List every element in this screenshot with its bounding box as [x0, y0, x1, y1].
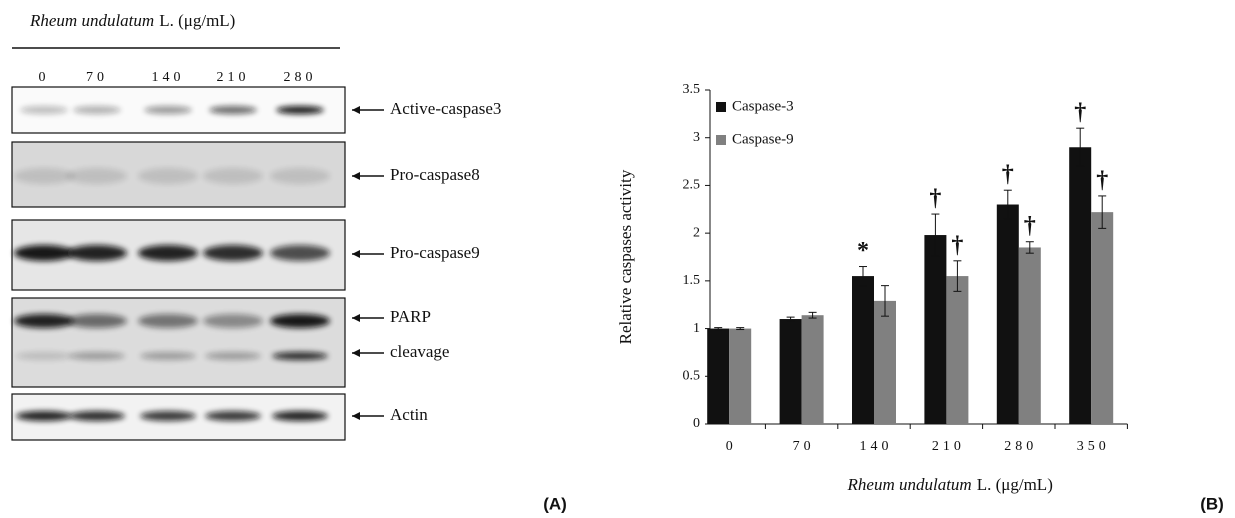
bar [707, 329, 729, 424]
lane-label: 210 [217, 70, 250, 85]
band [69, 352, 125, 360]
band [14, 314, 74, 328]
band [203, 314, 263, 328]
lane-label: 0 [39, 70, 50, 85]
band [203, 168, 263, 184]
band [272, 352, 328, 360]
panel-label: (B) [1200, 494, 1224, 513]
y-tick-label: 2.5 [683, 178, 701, 193]
x-tick-label: 0 [726, 439, 737, 454]
legend-swatch [716, 102, 726, 112]
band [14, 245, 74, 261]
band [67, 168, 127, 184]
blot-title-rest: L. (μg/mL) [159, 11, 235, 30]
bar [780, 319, 802, 424]
bar [874, 301, 896, 424]
blot-box [12, 298, 345, 387]
x-tick-label: 140 [860, 439, 893, 454]
band [270, 245, 330, 261]
band [205, 411, 261, 421]
bar [1091, 212, 1113, 424]
band [14, 168, 74, 184]
arrow-head [352, 314, 360, 322]
x-axis-title-rest: L. (μg/mL) [977, 475, 1053, 494]
band [20, 106, 68, 114]
y-tick-label: 1 [693, 321, 700, 336]
band [270, 168, 330, 184]
significance-marker: † [1002, 162, 1014, 188]
significance-marker: † [1096, 167, 1108, 193]
band [67, 314, 127, 328]
band [16, 352, 72, 360]
lane-label: 280 [284, 70, 317, 85]
figure: Rheum undulatumL. (μg/mL) 070140210280Ac… [0, 0, 1235, 518]
bar [1069, 147, 1091, 424]
significance-marker: † [929, 186, 941, 212]
band [138, 245, 198, 261]
panel-label: (A) [543, 494, 567, 513]
protein-label: Pro-caspase8 [390, 165, 480, 184]
x-tick-label: 350 [1077, 439, 1110, 454]
y-tick-label: 0 [693, 416, 700, 431]
band [209, 106, 257, 114]
protein-label: Pro-caspase9 [390, 243, 480, 262]
bar [802, 315, 824, 424]
legend-label: Caspase-9 [732, 131, 794, 147]
band [73, 106, 121, 114]
y-tick-label: 3 [693, 130, 700, 145]
blot-title-italic: Rheum undulatum [29, 11, 154, 30]
arrow-head [352, 412, 360, 420]
x-tick-label: 280 [1004, 439, 1037, 454]
band [140, 411, 196, 421]
arrow-head [352, 250, 360, 258]
band [272, 411, 328, 421]
band [16, 411, 72, 421]
protein-label: PARP [390, 307, 431, 326]
significance-marker: † [951, 232, 963, 258]
y-tick-label: 2 [693, 225, 700, 240]
band [138, 168, 198, 184]
lane-label: 70 [86, 70, 108, 85]
band [203, 245, 263, 261]
band [205, 352, 261, 360]
bar-chart: 0 0.5 1 1.5 2 2.5 3 3.5 0 70 140 * 210 † † 280 † † 350 † † Ca… [616, 82, 1224, 513]
y-axis-title: Relative caspases activity [616, 169, 635, 344]
bar [946, 276, 968, 424]
blot-title: Rheum undulatum L. (μg/mL) [29, 11, 235, 30]
band [270, 314, 330, 328]
legend-label: Caspase-3 [732, 98, 794, 114]
band [144, 106, 192, 114]
legend-swatch [716, 135, 726, 145]
bar [997, 205, 1019, 424]
y-tick-label: 1.5 [683, 273, 701, 288]
protein-label: cleavage [390, 342, 449, 361]
arrow-head [352, 172, 360, 180]
y-tick-label: 3.5 [683, 82, 701, 97]
bar [852, 276, 874, 424]
blot: 0 70 140 210 280 Active-caspase3 Pro-caspase8 P… [12, 70, 501, 440]
significance-marker: * [857, 238, 869, 264]
band [138, 314, 198, 328]
x-tick-label: 70 [793, 439, 815, 454]
x-axis-title-italic: Rheum undulatum [847, 475, 972, 494]
x-tick-label: 210 [932, 439, 965, 454]
arrow-head [352, 106, 360, 114]
protein-label: Active-caspase3 [390, 99, 501, 118]
band [67, 245, 127, 261]
lane-label: 140 [152, 70, 185, 85]
bar [924, 235, 946, 424]
band [276, 106, 324, 114]
significance-marker: † [1074, 100, 1086, 126]
x-axis-title: Rheum undulatum L. (μg/mL) [847, 475, 1053, 494]
bar [729, 329, 751, 424]
significance-marker: † [1024, 213, 1036, 239]
y-tick-label: 0.5 [683, 369, 701, 384]
arrow-head [352, 349, 360, 357]
band [140, 352, 196, 360]
bar [1019, 247, 1041, 424]
protein-label: Actin [390, 405, 428, 424]
band [69, 411, 125, 421]
